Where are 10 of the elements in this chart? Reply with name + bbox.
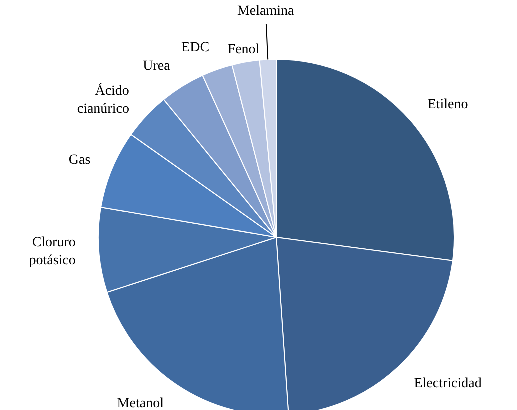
slice-label: Fenol <box>228 42 260 58</box>
slice-label: Metanol <box>117 396 164 410</box>
slice-label: EDC <box>182 40 210 56</box>
slice-label: Urea <box>143 59 172 74</box>
slice-label: Ácido cianúrico <box>77 82 130 117</box>
slice-label: Gas <box>68 153 91 168</box>
slice-label: Etileno <box>428 97 468 112</box>
slice-label: Cloruro potásico <box>29 236 76 269</box>
slice-label: Electricidad <box>414 376 482 392</box>
slice-label: Melamina <box>237 4 296 20</box>
